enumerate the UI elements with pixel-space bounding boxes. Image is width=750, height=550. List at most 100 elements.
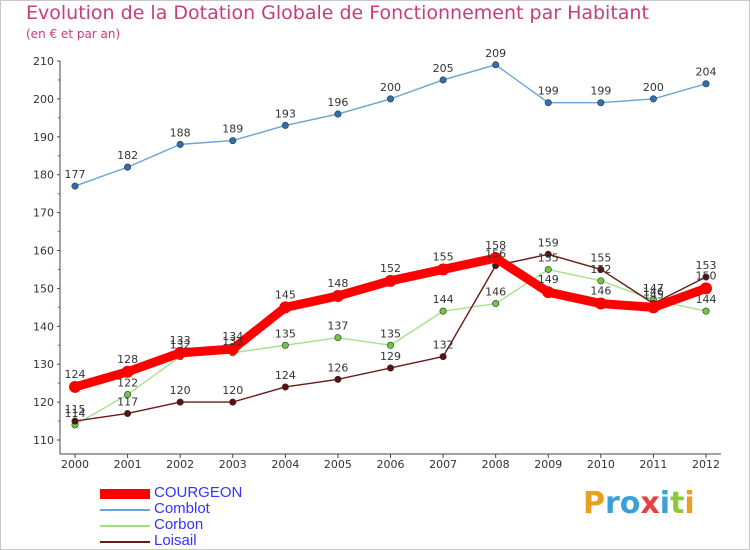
data-label: 158 bbox=[485, 239, 506, 252]
y-tick-label: 120 bbox=[33, 396, 54, 409]
data-label: 148 bbox=[327, 277, 348, 290]
data-label: 200 bbox=[643, 81, 664, 94]
legend-swatch-comblot bbox=[100, 509, 150, 511]
x-tick-label: 2004 bbox=[271, 458, 299, 471]
data-label: 199 bbox=[538, 85, 559, 98]
data-label: 155 bbox=[590, 251, 611, 264]
data-point bbox=[176, 140, 184, 148]
y-tick-label: 110 bbox=[33, 434, 54, 447]
data-label: 196 bbox=[327, 96, 348, 109]
data-point bbox=[489, 252, 502, 265]
chart-title: Evolution de la Dotation Globale de Fonc… bbox=[26, 2, 649, 24]
y-tick-label: 200 bbox=[33, 93, 54, 106]
data-label: 135 bbox=[380, 327, 401, 340]
data-label: 182 bbox=[117, 149, 138, 162]
data-label: 120 bbox=[222, 384, 243, 397]
data-point bbox=[334, 375, 342, 383]
data-point bbox=[386, 364, 394, 372]
data-label: 152 bbox=[380, 262, 401, 275]
data-point bbox=[331, 289, 344, 302]
legend-label-loisail: Loisail bbox=[154, 532, 197, 549]
data-point bbox=[544, 265, 552, 273]
data-point bbox=[597, 265, 605, 273]
data-label: 117 bbox=[117, 395, 138, 408]
x-tick-label: 2003 bbox=[219, 458, 247, 471]
data-point bbox=[702, 273, 710, 281]
data-point bbox=[597, 99, 605, 107]
data-label: 114 bbox=[65, 407, 86, 420]
data-point bbox=[124, 391, 132, 399]
legend-swatch-loisail bbox=[100, 541, 150, 543]
x-tick-label: 2011 bbox=[639, 458, 667, 471]
x-tick-label: 2000 bbox=[61, 458, 89, 471]
data-label: 147 bbox=[643, 282, 664, 295]
y-tick-label: 210 bbox=[33, 55, 54, 68]
data-label: 205 bbox=[433, 62, 454, 75]
data-label: 204 bbox=[696, 66, 717, 79]
data-label: 199 bbox=[590, 85, 611, 98]
data-point bbox=[281, 341, 289, 349]
data-label: 145 bbox=[275, 288, 296, 301]
data-label: 200 bbox=[380, 81, 401, 94]
legend-label-comblot: Comblot bbox=[154, 500, 210, 517]
data-point bbox=[71, 182, 79, 190]
legend-label-corbon: Corbon bbox=[154, 516, 204, 533]
data-label: 126 bbox=[327, 361, 348, 374]
data-point bbox=[439, 76, 447, 84]
logo-letter: P bbox=[583, 486, 605, 521]
data-label: 145 bbox=[643, 288, 664, 301]
data-point bbox=[439, 353, 447, 361]
data-label: 155 bbox=[538, 251, 559, 264]
y-tick-label: 150 bbox=[33, 282, 54, 295]
y-tick-label: 140 bbox=[33, 320, 54, 333]
data-point bbox=[542, 286, 555, 299]
data-point bbox=[702, 80, 710, 88]
data-point bbox=[124, 163, 132, 171]
data-point bbox=[281, 121, 289, 129]
data-label: 135 bbox=[275, 327, 296, 340]
data-point bbox=[386, 95, 394, 103]
data-label: 129 bbox=[380, 350, 401, 363]
y-tick-label: 160 bbox=[33, 245, 54, 258]
data-point bbox=[174, 346, 187, 359]
data-label: 177 bbox=[65, 168, 86, 181]
data-point bbox=[71, 417, 79, 425]
data-label: 156 bbox=[485, 248, 506, 261]
y-tick-label: 180 bbox=[33, 169, 54, 182]
data-label: 144 bbox=[696, 293, 717, 306]
data-label: 146 bbox=[643, 286, 664, 299]
data-point bbox=[279, 301, 292, 314]
logo-letter: i bbox=[659, 486, 671, 521]
data-point bbox=[384, 274, 397, 287]
data-label: 122 bbox=[117, 377, 138, 390]
legend-swatch-corbon bbox=[100, 525, 150, 527]
data-label: 124 bbox=[275, 369, 296, 382]
data-point bbox=[647, 301, 660, 314]
data-label: 132 bbox=[170, 339, 191, 352]
legend-swatch-courgeon bbox=[100, 489, 150, 499]
data-label: 155 bbox=[433, 250, 454, 263]
data-point bbox=[649, 95, 657, 103]
data-point bbox=[334, 110, 342, 118]
x-tick-label: 2006 bbox=[377, 458, 405, 471]
data-point bbox=[281, 383, 289, 391]
logo-letter: o bbox=[619, 486, 641, 521]
data-label: 146 bbox=[590, 285, 611, 298]
data-label: 133 bbox=[222, 335, 243, 348]
data-point bbox=[124, 409, 132, 417]
data-point bbox=[544, 250, 552, 258]
data-label: 153 bbox=[696, 259, 717, 272]
data-point bbox=[594, 297, 607, 310]
data-label: 115 bbox=[65, 403, 86, 416]
data-point bbox=[597, 277, 605, 285]
data-label: 124 bbox=[65, 368, 86, 381]
data-label: 134 bbox=[222, 330, 243, 343]
data-point bbox=[69, 380, 81, 393]
data-label: 132 bbox=[433, 339, 454, 352]
x-tick-label: 2012 bbox=[692, 458, 720, 471]
logo-letter: t bbox=[670, 486, 685, 521]
x-tick-label: 2008 bbox=[482, 458, 510, 471]
data-point bbox=[229, 398, 237, 406]
data-point bbox=[439, 307, 447, 315]
data-label: 128 bbox=[117, 353, 138, 366]
